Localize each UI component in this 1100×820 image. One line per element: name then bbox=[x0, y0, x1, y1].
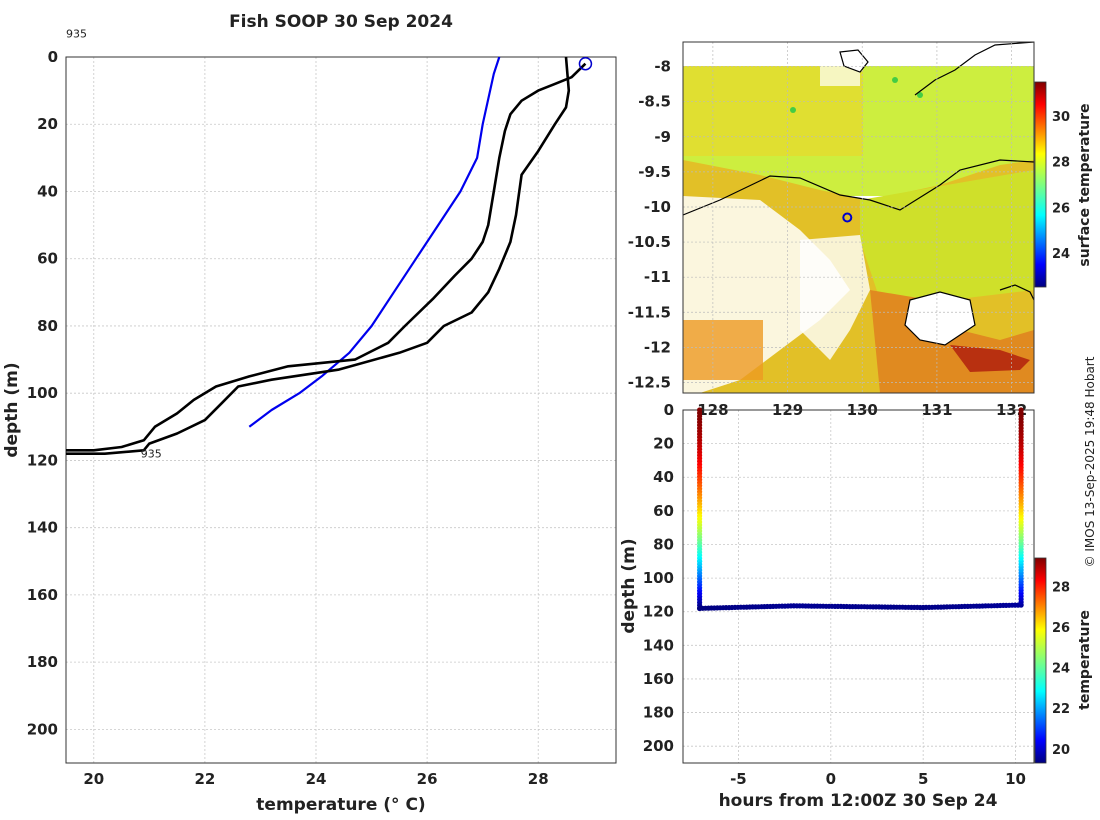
profile-series-profile-up bbox=[66, 57, 571, 456]
depth-time-y-tick-label: 80 bbox=[653, 535, 674, 553]
profile-y-tick-label: 40 bbox=[37, 182, 58, 200]
map-lat-tick-label: -11 bbox=[644, 268, 671, 286]
map-warm-patch-west bbox=[683, 320, 763, 380]
depth-time-x-tick-label: 0 bbox=[826, 770, 836, 788]
map-colorbar-tick-label: 30 bbox=[1052, 110, 1070, 125]
map-lat-tick-label: -9.5 bbox=[638, 163, 671, 181]
profile-lines bbox=[66, 57, 587, 456]
depth-time-y-tick-label: 20 bbox=[653, 435, 674, 453]
profile-y-tick-label: 180 bbox=[27, 653, 58, 671]
temperature-colorbar-label: temperature bbox=[1077, 610, 1093, 710]
map-colorbar bbox=[1034, 81, 1047, 288]
map-cool-spot bbox=[917, 92, 923, 98]
depth-time-y-tick-label: 60 bbox=[653, 502, 674, 520]
depth-time-tracks bbox=[697, 407, 1024, 612]
depth-time-grid bbox=[683, 409, 1034, 763]
depth-time-y-tick-label: 100 bbox=[643, 569, 674, 587]
profile-x-tick-label: 26 bbox=[417, 770, 438, 788]
temperature-colorbar-tick-label: 28 bbox=[1052, 580, 1070, 595]
profile-start-marker bbox=[578, 56, 593, 71]
sst-map: 128 129 130 131 132-8-8.5-9-9.5-10-10.5-11-1… bbox=[628, 41, 1093, 419]
map-coastline-north bbox=[914, 42, 1034, 96]
figure-title: Fish SOOP 30 Sep 2024 bbox=[229, 12, 453, 32]
profile-y-tick-label: 80 bbox=[37, 317, 58, 335]
credit-text: © IMOS 13-Sep-2025 19:48 Hobart bbox=[1083, 356, 1097, 567]
map-island-melville bbox=[904, 291, 976, 346]
depth-time-y-tick-label: 200 bbox=[643, 737, 674, 755]
profile-series-climatology bbox=[248, 57, 501, 428]
map-cool-spot bbox=[892, 77, 898, 83]
map-lat-tick-label: -9 bbox=[654, 128, 671, 146]
map-lat-tick-label: -8 bbox=[654, 58, 671, 76]
map-field-central bbox=[860, 170, 1034, 300]
profile-series-profile-down bbox=[66, 62, 587, 452]
temperature-colorbar-tick-label: 20 bbox=[1052, 743, 1070, 758]
depth-time-x-tick-label: 10 bbox=[1005, 770, 1026, 788]
map-field bbox=[683, 42, 1034, 393]
profile-y-tick-label: 0 bbox=[48, 48, 58, 66]
profile-ticks: 20 22 24 26 28 0 20 40 60 80 100 120 140 160 180 200 bbox=[27, 48, 549, 788]
map-cloud-gap-center bbox=[800, 235, 870, 360]
map-cloud-gap-north bbox=[820, 66, 860, 86]
profile-y-tick-label: 100 bbox=[27, 384, 58, 402]
map-colorbar-tick-label: 28 bbox=[1052, 156, 1070, 171]
map-hot-patch bbox=[950, 345, 1030, 372]
profile-x-tick-label: 28 bbox=[528, 770, 549, 788]
depth-time-y-tick-label: 40 bbox=[653, 468, 674, 486]
map-colorbar-label: surface temperature bbox=[1077, 103, 1093, 266]
depth-time-x-tick-label: -5 bbox=[730, 770, 747, 788]
temperature-colorbar-tick-label: 24 bbox=[1052, 662, 1070, 677]
profile-y-label: depth (m) bbox=[2, 362, 22, 457]
depth-time-y-tick-label: 160 bbox=[643, 670, 674, 688]
depth-time-y-tick-label: 180 bbox=[643, 704, 674, 722]
map-grid bbox=[683, 42, 1034, 393]
map-ship-position-marker bbox=[842, 212, 853, 223]
depth-time-y-tick-label: 0 bbox=[664, 401, 674, 419]
map-bathymetry-contour bbox=[683, 159, 1034, 216]
map-lat-tick-label: -10 bbox=[644, 198, 671, 216]
map-lat-tick-label: -8.5 bbox=[638, 93, 671, 111]
depth-time-axes-frame bbox=[682, 409, 1035, 764]
profile-y-tick-label: 60 bbox=[37, 250, 58, 268]
temperature-colorbar-ticks: 20 22 24 26 28 bbox=[1052, 580, 1070, 757]
profile-x-tick-label: 20 bbox=[83, 770, 104, 788]
depth-time-y-tick-label: 140 bbox=[643, 636, 674, 654]
depth-time-y-tick-label: 120 bbox=[643, 603, 674, 621]
temperature-colorbar bbox=[1034, 557, 1047, 764]
map-coastline-east bbox=[999, 284, 1034, 301]
depth-time-x-label: hours from 12:00Z 30 Sep 24 bbox=[719, 791, 998, 811]
profile-x-tick-label: 24 bbox=[306, 770, 327, 788]
map-axes-frame bbox=[682, 41, 1035, 394]
map-colorbar-ticks: 24 26 28 30 bbox=[1052, 110, 1070, 262]
depth-time-y-label: depth (m) bbox=[619, 538, 639, 633]
map-lat-tick-label: -11.5 bbox=[628, 303, 671, 321]
profile-y-tick-label: 160 bbox=[27, 586, 58, 604]
profile-y-tick-label: 200 bbox=[27, 720, 58, 738]
map-colorbar-tick-label: 24 bbox=[1052, 247, 1070, 262]
profile-plot: 20 22 24 26 28 0 20 40 60 80 100 120 140 160 180 200 93… bbox=[2, 28, 617, 815]
profile-y-tick-label: 120 bbox=[27, 451, 58, 469]
map-lat-tick-label: -12 bbox=[644, 338, 671, 356]
temperature-colorbar-tick-label: 22 bbox=[1052, 702, 1070, 717]
profile-grid bbox=[66, 56, 616, 763]
map-cool-spot bbox=[790, 107, 796, 113]
profile-annotation-top: 935 bbox=[66, 28, 87, 41]
profile-annotation-bottom: 935 bbox=[141, 448, 162, 461]
temperature-colorbar-tick-label: 26 bbox=[1052, 621, 1070, 636]
profile-x-tick-label: 22 bbox=[194, 770, 215, 788]
profile-x-label: temperature (° C) bbox=[256, 795, 425, 815]
map-lat-tick-label: -10.5 bbox=[628, 233, 671, 251]
map-lat-tick-label: -12.5 bbox=[628, 373, 671, 391]
profile-axes-frame bbox=[65, 56, 617, 764]
map-colorbar-tick-label: 26 bbox=[1052, 201, 1070, 216]
profile-y-tick-label: 140 bbox=[27, 519, 58, 537]
depth-time-point-ascent bbox=[1018, 407, 1024, 413]
depth-time-x-tick-label: 5 bbox=[918, 770, 928, 788]
profile-y-tick-label: 20 bbox=[37, 115, 58, 133]
